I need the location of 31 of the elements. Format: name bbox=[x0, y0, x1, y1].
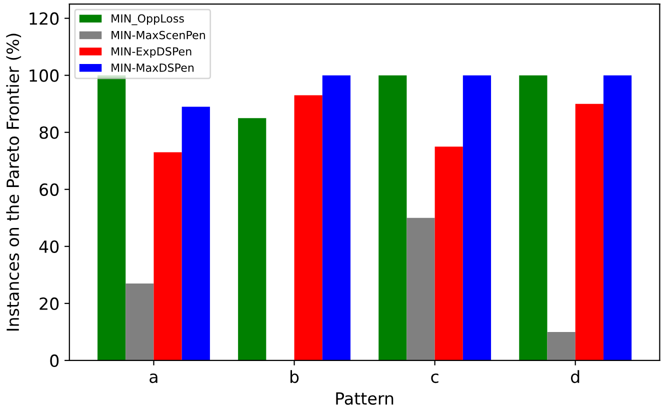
bar bbox=[322, 75, 350, 360]
legend-label: MIN-MaxDSPen bbox=[112, 63, 194, 72]
y-tick-label: 20 bbox=[40, 297, 59, 310]
y-tick-label: 60 bbox=[40, 183, 59, 196]
bar bbox=[603, 75, 632, 360]
x-tick-label: b bbox=[290, 370, 299, 384]
bar bbox=[126, 283, 154, 360]
y-axis-title: Instances on the Pareto Frontier (%) bbox=[6, 34, 22, 331]
bar bbox=[575, 104, 604, 360]
y-tick-label: 80 bbox=[40, 126, 59, 139]
y-tick-label: 40 bbox=[39, 240, 59, 253]
x-tick-label: a bbox=[150, 374, 158, 384]
legend-label: MIN-MaxScenPen bbox=[112, 30, 205, 40]
y-tick-label: 120 bbox=[30, 12, 59, 25]
bar bbox=[519, 75, 548, 360]
bar bbox=[434, 146, 463, 360]
bar bbox=[294, 95, 322, 360]
x-tick-label: d bbox=[570, 370, 580, 384]
legend-label: MIN-ExpDSPen bbox=[112, 47, 192, 58]
bar bbox=[547, 332, 576, 360]
bar bbox=[182, 106, 210, 360]
x-axis-title: Pattern bbox=[336, 392, 394, 405]
y-tick-label: 0 bbox=[50, 354, 59, 368]
bar bbox=[154, 152, 182, 360]
bar bbox=[462, 75, 492, 360]
x-tick-label: c bbox=[431, 374, 438, 384]
y-tick-label: 100 bbox=[30, 69, 59, 82]
legend-label: MIN_OppLoss bbox=[112, 14, 184, 26]
bar bbox=[406, 218, 435, 360]
bar bbox=[378, 75, 407, 360]
bar bbox=[238, 118, 266, 360]
